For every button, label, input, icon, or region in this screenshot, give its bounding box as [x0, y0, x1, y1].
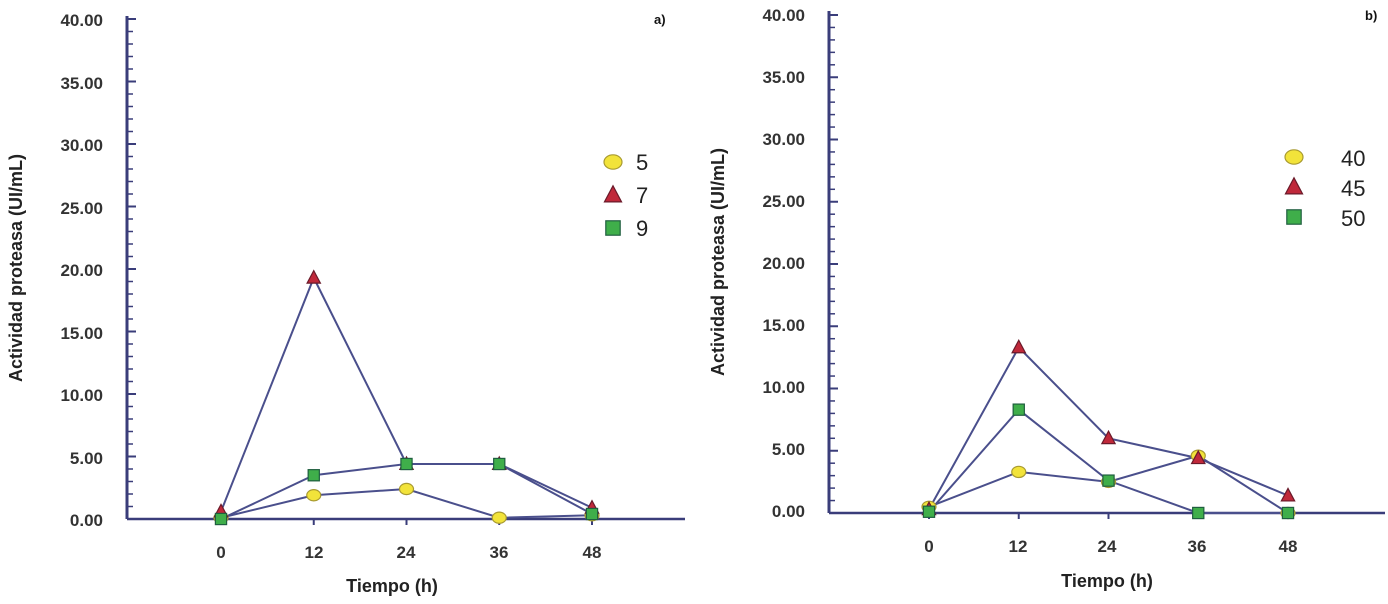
y-tick-label: 15.00	[762, 316, 805, 335]
series-line-7	[220, 275, 593, 512]
y-tick-label: 20.00	[762, 254, 805, 273]
data-point-45	[1190, 449, 1206, 465]
x-axis-title: Tiempo (h)	[1061, 571, 1153, 591]
legend-marker-square-icon	[1286, 209, 1302, 225]
x-tick-label: 12	[305, 543, 324, 562]
y-tick-labels: 40.00 35.00 30.00 25.00 20.00 15.00 10.0…	[60, 11, 103, 530]
data-point-9	[400, 457, 413, 471]
panel-a: a) Tiempo (h) Actividad proteasa (UI/mL)…	[6, 11, 685, 596]
panel-b: b) Tiempo (h) Actividad proteasa (UI/mL)…	[708, 6, 1385, 591]
legend-label: 50	[1341, 206, 1365, 231]
legend-label: 5	[636, 150, 648, 175]
x-tick-label: 0	[216, 543, 225, 562]
data-point-45	[1011, 338, 1027, 354]
data-point-9	[585, 507, 599, 521]
y-tick-label: 40.00	[60, 11, 103, 30]
legend-label: 45	[1341, 176, 1365, 201]
legend-label: 40	[1341, 146, 1365, 171]
legend-marker-circle-icon	[1284, 149, 1304, 165]
legend-label: 9	[636, 216, 648, 241]
y-tick-label: 15.00	[60, 324, 103, 343]
x-tick-labels: 0 12 24 36 48	[924, 537, 1297, 556]
y-tick-label: 20.00	[60, 261, 103, 280]
y-tick-label: 10.00	[60, 386, 103, 405]
panel-label: b)	[1365, 8, 1377, 23]
data-point-5	[491, 511, 507, 524]
data-point-7	[306, 269, 322, 284]
y-tick-label: 35.00	[762, 68, 805, 87]
data-point-50	[1192, 506, 1205, 520]
x-axis-title: Tiempo (h)	[346, 576, 438, 596]
y-tick-label: 30.00	[60, 136, 103, 155]
x-tick-label: 48	[583, 543, 602, 562]
data-point-45	[1100, 429, 1117, 445]
data-point-50	[1281, 506, 1295, 520]
y-tick-label: 40.00	[762, 6, 805, 25]
data-point-9	[307, 469, 320, 482]
y-tick-label: 5.00	[772, 440, 805, 459]
x-tick-label: 24	[397, 543, 416, 562]
plot-area	[125, 16, 685, 526]
x-tick-label: 12	[1009, 537, 1028, 556]
data-point-50	[1102, 474, 1115, 487]
legend-marker-square-icon	[605, 220, 621, 236]
legend-marker-circle-icon	[603, 154, 623, 170]
data-point-5	[398, 482, 415, 496]
y-tick-label: 30.00	[762, 130, 805, 149]
data-point-9	[214, 512, 228, 526]
plot-area	[827, 11, 1385, 520]
y-tick-label: 25.00	[762, 192, 805, 211]
x-tick-label: 36	[1188, 537, 1207, 556]
x-tick-labels: 0 12 24 36 48	[216, 543, 601, 562]
x-tick-label: 36	[490, 543, 509, 562]
x-tick-label: 24	[1098, 537, 1117, 556]
data-point-9	[493, 457, 506, 471]
y-axis-title: Actividad proteasa (UI/mL)	[708, 148, 728, 376]
legend-label: 7	[636, 183, 648, 208]
y-tick-label: 35.00	[60, 74, 103, 93]
series-line-50	[928, 408, 1288, 514]
x-tick-label: 0	[924, 537, 933, 556]
y-axis-title: Actividad proteasa (UI/mL)	[6, 154, 26, 382]
y-tick-labels: 40.00 35.00 30.00 25.00 20.00 15.00 10.0…	[762, 6, 805, 521]
y-tick-label: 0.00	[772, 502, 805, 521]
y-tick-label: 0.00	[70, 511, 103, 530]
data-point-40	[1011, 465, 1027, 479]
data-point-5	[306, 489, 322, 502]
legend-marker-triangle-icon	[1284, 176, 1304, 195]
data-point-50	[922, 505, 936, 518]
legend: 40 45 50	[1284, 146, 1365, 231]
data-point-45	[1280, 487, 1296, 502]
legend: 5 7 9	[603, 150, 648, 241]
y-tick-label: 25.00	[60, 199, 103, 218]
y-tick-label: 10.00	[762, 378, 805, 397]
x-tick-label: 48	[1279, 537, 1298, 556]
y-tick-label: 5.00	[70, 449, 103, 468]
data-point-50	[1012, 403, 1025, 416]
legend-marker-triangle-icon	[603, 184, 623, 203]
panel-label: a)	[654, 12, 666, 27]
